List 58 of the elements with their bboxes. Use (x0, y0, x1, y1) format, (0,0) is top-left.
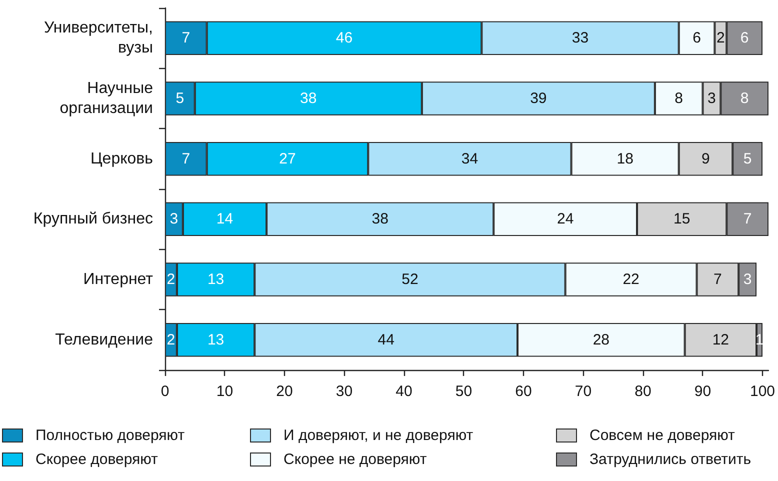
data-label: 27 (279, 150, 296, 168)
data-label: 8 (674, 90, 684, 107)
data-label: 2 (166, 331, 176, 348)
data-label: 22 (622, 271, 640, 288)
data-label: 2 (716, 30, 725, 47)
data-label: 6 (692, 30, 701, 47)
data-label: 46 (336, 30, 353, 47)
x-tick-label: 100 (750, 383, 775, 400)
legend-label: Совсем не доверяют (590, 427, 736, 444)
data-label: 3 (170, 210, 178, 228)
y-tick-label: Университеты, вузы (44, 20, 153, 57)
data-label: 8 (740, 90, 749, 107)
x-tick-label: 30 (336, 383, 353, 400)
data-label: 38 (300, 90, 317, 107)
x-tick-label: 90 (694, 383, 712, 400)
data-label: 18 (616, 150, 634, 168)
legend-label: Скорее не доверяют (284, 451, 427, 468)
y-tick-label: Научные организации (60, 80, 154, 117)
data-label: 38 (372, 210, 388, 228)
data-label: 13 (207, 331, 224, 348)
data-label: 3 (743, 271, 752, 288)
x-tick-label: 10 (216, 383, 234, 400)
legend-label: Скорее доверяют (36, 451, 158, 468)
data-label: 33 (572, 30, 589, 47)
data-label: 5 (176, 90, 184, 107)
y-tick-label: Телевидение (55, 331, 154, 348)
data-label: 3 (708, 90, 716, 107)
data-label: 9 (702, 150, 710, 168)
x-tick-label: 20 (276, 383, 293, 400)
data-label: 2 (166, 271, 176, 288)
data-label: 52 (402, 271, 418, 288)
data-label: 7 (714, 271, 722, 288)
data-label: 14 (216, 210, 234, 228)
data-label: 6 (740, 30, 749, 47)
data-label: 15 (673, 210, 690, 228)
x-tick-label: 70 (574, 383, 592, 400)
x-tick-label: 40 (396, 383, 412, 400)
data-label: 12 (712, 331, 730, 348)
y-tick-label: Интернет (83, 271, 154, 288)
data-label: 28 (592, 331, 610, 348)
x-tick-label: 80 (634, 383, 652, 400)
data-label: 7 (182, 150, 190, 168)
y-tick-label: Церковь (90, 150, 153, 168)
data-label: 13 (207, 271, 224, 288)
data-label: 44 (378, 331, 394, 348)
x-tick-label: 60 (515, 383, 532, 400)
legend-label: Полностью доверяют (36, 427, 185, 444)
y-tick-label: Крупный бизнес (33, 210, 153, 228)
data-label: 39 (530, 90, 547, 107)
data-label: 7 (182, 30, 190, 47)
x-tick-label: 50 (455, 383, 472, 400)
data-label: 34 (461, 150, 478, 168)
data-label: 24 (556, 210, 574, 228)
data-label: 7 (743, 210, 752, 228)
legend-label: И доверяют, и не доверяют (284, 427, 474, 444)
legend-label: Затруднились ответить (590, 451, 752, 468)
data-label: 5 (743, 150, 752, 168)
x-tick-label: 0 (160, 383, 170, 400)
